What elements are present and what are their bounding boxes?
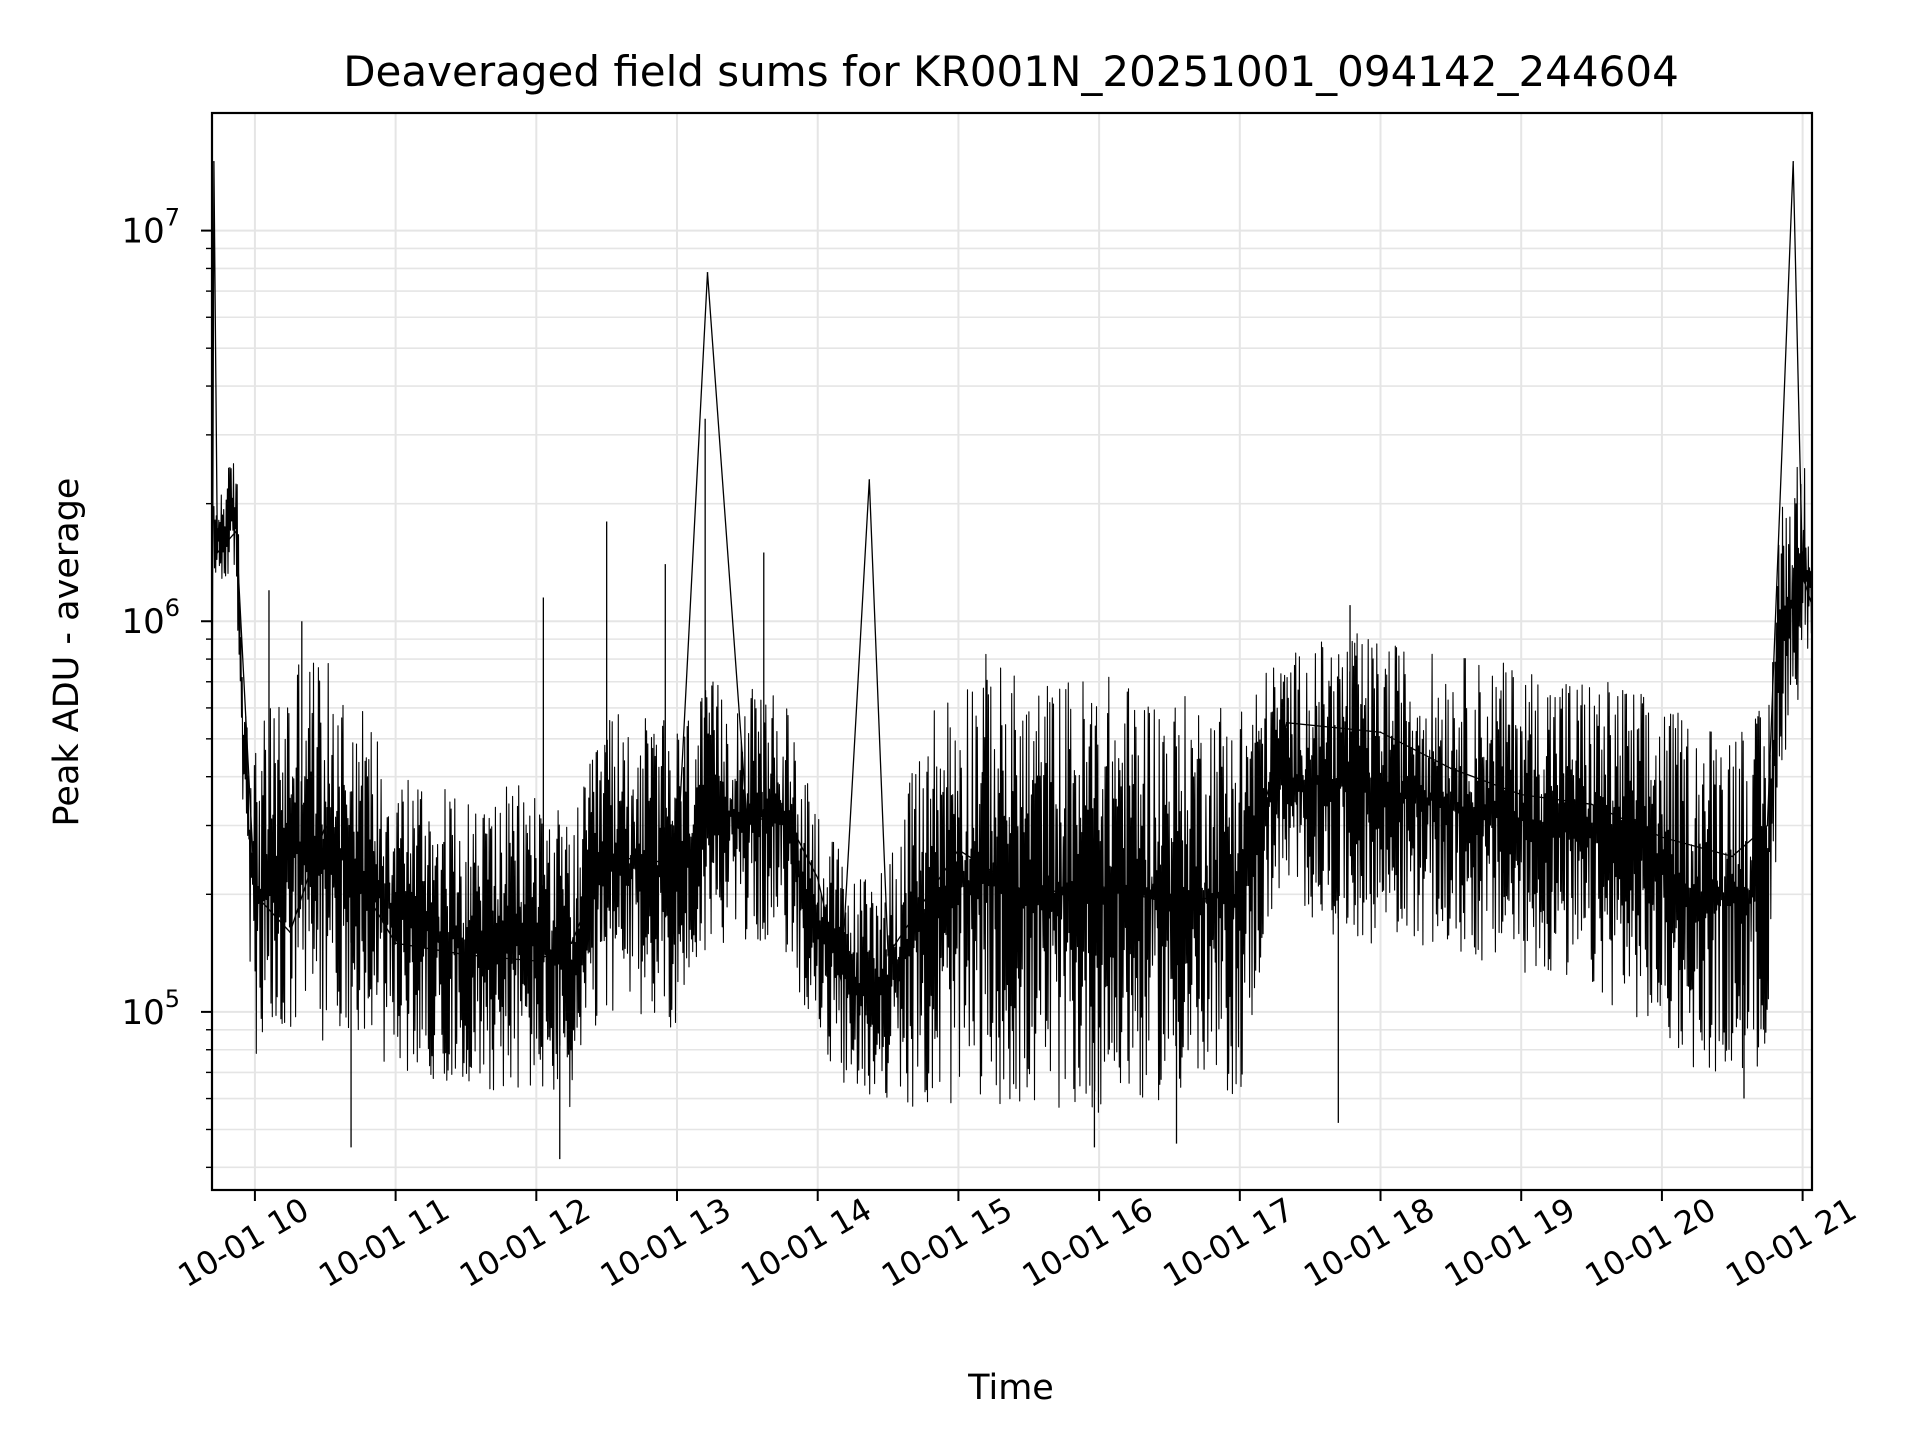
data-point	[840, 980, 842, 982]
y-tick-label: 105	[121, 985, 180, 1033]
y-tick-label: 107	[121, 204, 180, 252]
data-point	[1027, 893, 1030, 896]
data-point	[216, 551, 219, 554]
data-series	[211, 161, 1813, 1160]
data-point	[1590, 803, 1593, 806]
data-point	[957, 848, 960, 851]
series-trace	[213, 463, 1813, 1113]
data-point	[213, 161, 215, 163]
data-point	[535, 960, 538, 962]
y-tick-label: 106	[121, 594, 180, 642]
data-point	[1792, 161, 1795, 163]
data-point	[324, 824, 327, 827]
data-point	[746, 824, 749, 827]
data-point	[570, 942, 573, 944]
data-point	[289, 931, 291, 933]
data-point	[781, 808, 784, 811]
data-point	[394, 942, 397, 944]
y-axis-label: Peak ADU - average	[47, 478, 87, 827]
data-point	[254, 893, 256, 896]
series-line	[211, 161, 1813, 982]
data-point	[676, 862, 678, 865]
data-point	[816, 877, 819, 879]
data-point	[706, 271, 709, 274]
data-point	[1450, 767, 1452, 770]
data-point	[1731, 855, 1734, 858]
data-point	[1520, 793, 1523, 796]
data-point	[1766, 824, 1769, 827]
data-point	[1801, 575, 1804, 578]
plot-frame	[210, 111, 1814, 1192]
data-point	[235, 530, 237, 533]
data-point	[1239, 893, 1241, 896]
data-point	[465, 954, 467, 956]
chart-title: Deaveraged field sums for KR001N_2025100…	[343, 47, 1679, 96]
data-point	[1285, 721, 1288, 724]
data-point	[1661, 836, 1663, 839]
data-point	[1379, 731, 1382, 733]
data-point	[868, 479, 871, 481]
data-point	[1168, 902, 1171, 904]
data-point	[1098, 885, 1100, 887]
x-axis-label: Time	[967, 1368, 1054, 1408]
data-point	[887, 954, 889, 956]
